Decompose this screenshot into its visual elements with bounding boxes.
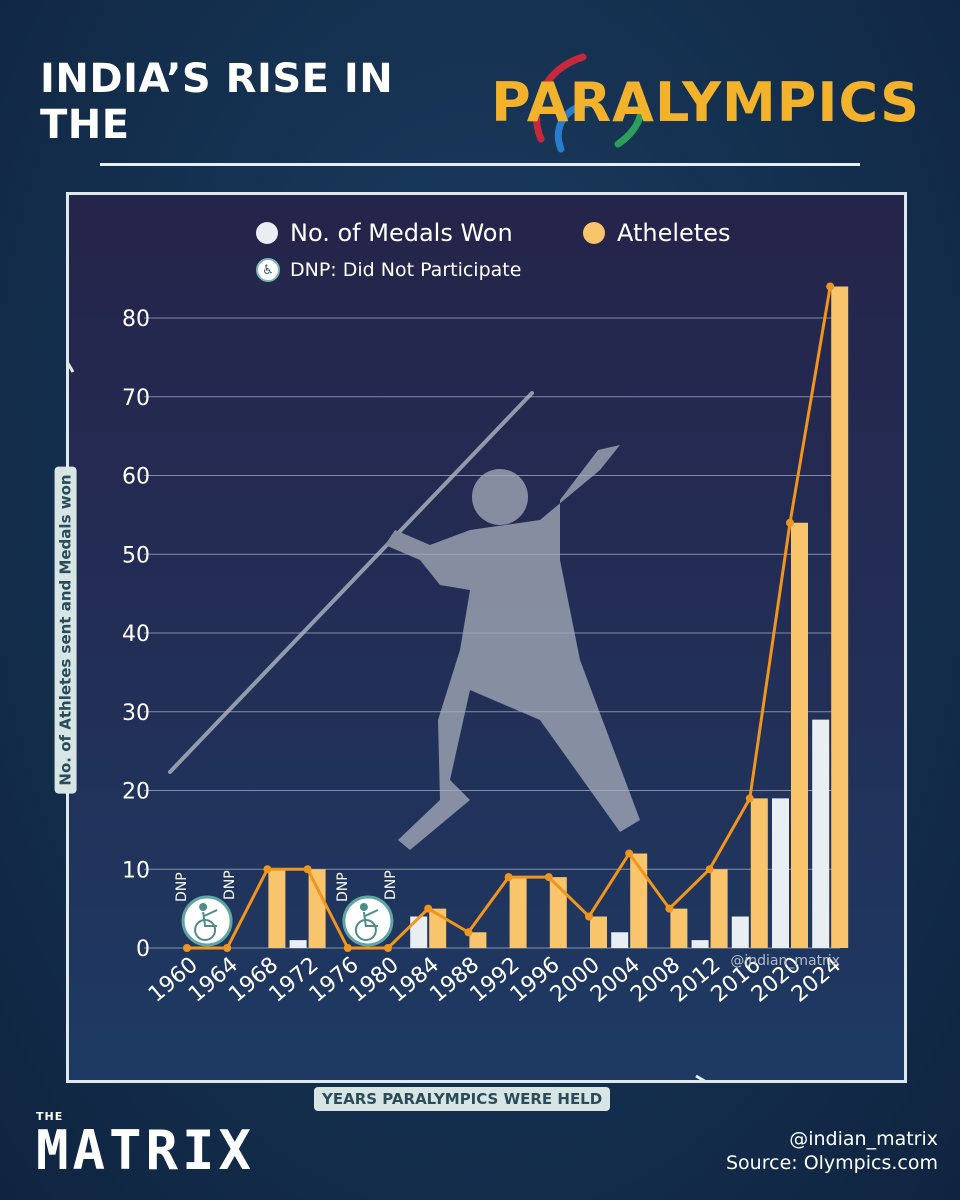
y-tick-label: 30: [122, 701, 150, 726]
watermark-text: @indian_matrix: [730, 953, 840, 969]
athletes-point: [826, 282, 835, 291]
athletes-bar: [509, 877, 527, 948]
x-axis-label: YEARS PARALYMPICS WERE HELD: [314, 1087, 611, 1111]
brand-small: THE: [36, 1110, 64, 1123]
javelin-thrower-icon: [168, 391, 640, 850]
athletes-point: [464, 928, 473, 937]
wheelchair-icon: ♿: [256, 258, 280, 282]
javelin-shape: [168, 391, 534, 774]
medals-bar: [691, 940, 709, 948]
title-part2: PARALYMPICS: [491, 53, 920, 152]
athletes-point: [343, 944, 352, 952]
athletes-point: [504, 873, 513, 882]
legend-medals-label: No. of Medals Won: [290, 219, 513, 247]
legend-athletes-label: Atheletes: [617, 219, 731, 247]
athletes-point: [263, 865, 272, 874]
athletes-bar: [590, 916, 607, 948]
y-tick-label: 80: [122, 307, 150, 332]
y-axis-title: No. of Athletes sent and Medals won: [55, 380, 78, 880]
brand-big: MATRIX: [36, 1119, 256, 1182]
athletes-bar: [469, 932, 487, 948]
brand-logo: THE MATRIX: [36, 1110, 255, 1179]
y-tick-label: 40: [122, 622, 150, 647]
title-part1: INDIA’S RISE IN THE: [40, 56, 394, 148]
medals-bar: [611, 932, 629, 948]
athletes-bar: [429, 908, 447, 948]
legend-athletes-swatch: [583, 222, 605, 244]
athletes-bar: [670, 908, 688, 948]
y-axis-arrowhead: [66, 357, 75, 373]
dnp-label: DNP: [335, 872, 351, 902]
wheelchair-body-shape: [202, 909, 218, 927]
athletes-bar: [710, 869, 728, 948]
legend-medals: No. of Medals Won: [256, 219, 513, 247]
y-tick-label: 20: [122, 780, 150, 805]
dnp-label: DNP: [174, 872, 190, 902]
athletes-bar: [791, 522, 808, 948]
legend-athletes: Atheletes: [583, 219, 731, 247]
legend-dnp: ♿ DNP: Did Not Participate: [256, 258, 521, 282]
y-tick-label: 60: [122, 465, 150, 490]
athletes-point: [745, 794, 754, 803]
title-divider: [100, 163, 860, 166]
head-shape: [472, 469, 528, 525]
dnp-label: DNP: [383, 870, 399, 900]
y-tick-label: 70: [122, 386, 150, 411]
athletes-bar: [268, 869, 286, 948]
medals-bar: [410, 916, 428, 948]
athletes-point: [223, 944, 232, 952]
dnp-label: DNP: [222, 870, 238, 900]
chart-title: INDIA’S RISE IN THE PARALYMPICS: [40, 53, 920, 152]
athletes-point: [625, 849, 634, 858]
medals-bar: [772, 798, 789, 948]
athletes-bar: [750, 798, 768, 948]
wheelchair-head-shape: [359, 903, 368, 911]
wheelchair-head-shape: [199, 903, 208, 911]
y-tick-label: 10: [122, 858, 150, 883]
athletes-bar: [630, 853, 648, 948]
legend-medals-swatch: [256, 222, 278, 244]
wheelchair-body-shape: [362, 909, 379, 927]
agitos-logo-icon: [533, 53, 645, 152]
medals-bar: [812, 719, 830, 948]
athletes-point: [665, 904, 674, 913]
y-tick-label: 0: [136, 937, 150, 962]
y-axis-label: No. of Athletes sent and Medals won: [55, 466, 78, 794]
athletes-bar: [308, 869, 326, 948]
footer-handle: @indian_matrix: [789, 1128, 938, 1150]
athletes-bar: [831, 286, 849, 948]
medals-bar: [289, 940, 307, 948]
athletes-point: [786, 518, 794, 527]
athletes-point: [384, 944, 392, 952]
body-shape: [385, 445, 640, 850]
athletes-point: [585, 912, 593, 921]
legend-dnp-label: DNP: Did Not Participate: [290, 259, 522, 281]
footer-source: Source: Olympics.com: [726, 1152, 938, 1174]
y-tick-label: 50: [122, 543, 150, 568]
athletes-bar: [549, 877, 567, 948]
athletes-point: [303, 865, 312, 874]
athletes-point: [544, 873, 553, 882]
athletes-point: [705, 865, 714, 874]
footer: @indian_matrix Source: Olympics.com: [726, 1127, 938, 1175]
athletes-point: [183, 944, 191, 952]
title-paralympics: PARALYMPICS: [491, 70, 920, 134]
athletes-point: [424, 904, 433, 913]
medals-bar: [731, 916, 749, 948]
x-axis-arrowhead: [695, 1074, 711, 1083]
